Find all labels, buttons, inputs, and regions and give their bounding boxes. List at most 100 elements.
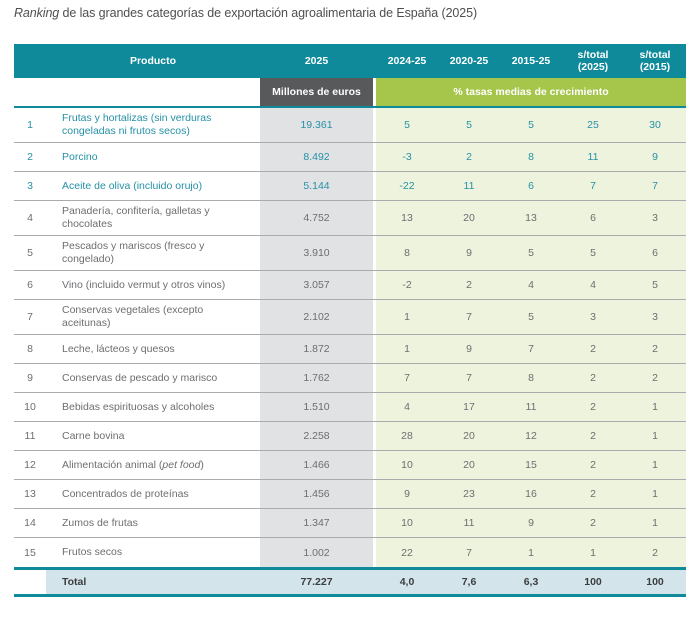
column-gap: [373, 393, 376, 421]
row-product: Aceite de oliva (incluido orujo): [62, 179, 203, 192]
row-rank: 7: [27, 311, 33, 323]
total-rate: 4,0: [376, 570, 438, 594]
total-rate: 6,3: [500, 570, 562, 594]
row-value: 1.002: [260, 538, 373, 567]
row-value: 1.347: [260, 509, 373, 537]
row-rate: 25: [562, 108, 624, 142]
row-value: 2.102: [260, 300, 373, 334]
row-rate: 13: [500, 201, 562, 235]
row-rate: 2: [562, 364, 624, 392]
column-header-producto: Producto: [129, 55, 177, 67]
total-rate: 100: [624, 570, 686, 594]
table-row: 15 Frutos secos 1.002 22 7 1 1 2: [14, 538, 686, 567]
subheader-tasas-crecimiento: % tasas medias de crecimiento: [376, 78, 686, 106]
row-rank: 5: [27, 247, 33, 259]
row-rate: 2: [562, 335, 624, 363]
column-gap: [373, 108, 376, 142]
row-value: 8.492: [260, 143, 373, 171]
total-rate: 100: [562, 570, 624, 594]
subheader-spacer: [14, 78, 260, 106]
table-row: 1 Frutas y hortalizas (sin verduras cong…: [14, 108, 686, 143]
row-rate: 13: [376, 201, 438, 235]
row-rank: 4: [27, 212, 33, 224]
row-rate: 20: [438, 201, 500, 235]
table-row: 13 Concentrados de proteínas 1.456 9 23 …: [14, 480, 686, 509]
row-rate: 4: [562, 271, 624, 299]
row-rate: 7: [376, 364, 438, 392]
row-rate: 5: [438, 108, 500, 142]
row-rate: 9: [438, 335, 500, 363]
row-rate: 3: [624, 201, 686, 235]
row-rank: 15: [24, 546, 36, 559]
row-rate: 5: [624, 271, 686, 299]
row-product: Concentrados de proteínas: [62, 487, 189, 500]
row-rate: 11: [438, 172, 500, 200]
table-row: 3 Aceite de oliva (incluido orujo) 5.144…: [14, 172, 686, 201]
row-rate: 2: [624, 538, 686, 567]
row-rate: -2: [376, 271, 438, 299]
row-rate: 17: [438, 393, 500, 421]
row-product: Vino (incluido vermut y otros vinos): [62, 278, 226, 291]
header-rank-spacer: [14, 44, 46, 78]
table-row: 9 Conservas de pescado y marisco 1.762 7…: [14, 364, 686, 393]
row-rate: 1: [624, 393, 686, 421]
row-product: Conservas vegetales (excepto aceitunas): [62, 304, 204, 329]
row-rate: 11: [438, 509, 500, 537]
row-rate: 5: [500, 108, 562, 142]
row-value: 3.910: [260, 236, 373, 270]
row-rate: 1: [500, 538, 562, 567]
column-gap: [373, 236, 376, 270]
row-product: Porcino: [62, 150, 98, 163]
row-rate: 10: [376, 509, 438, 537]
column-gap: [373, 201, 376, 235]
table-row: 12 Alimentación animal (pet food) 1.466 …: [14, 451, 686, 480]
table-row: 6 Vino (incluido vermut y otros vinos) 3…: [14, 271, 686, 300]
row-rate: 2: [562, 393, 624, 421]
column-header-2025: 2025: [304, 55, 329, 67]
total-rate: 7,6: [438, 570, 500, 594]
column-gap: [373, 271, 376, 299]
row-rate: 12: [500, 422, 562, 450]
row-rate: 6: [562, 201, 624, 235]
row-value: 19.361: [260, 108, 373, 142]
row-rate: 2: [562, 451, 624, 479]
row-rate: 7: [562, 172, 624, 200]
table-row: 2 Porcino 8.492 -3 2 8 11 9: [14, 143, 686, 172]
row-rate: 3: [624, 300, 686, 334]
row-rate: 2: [438, 271, 500, 299]
row-rate: 5: [500, 300, 562, 334]
column-gap: [373, 509, 376, 537]
column-gap: [373, 143, 376, 171]
row-rank: 9: [27, 372, 33, 384]
row-rate: 15: [500, 451, 562, 479]
table-row: 10 Bebidas espirituosas y alcoholes 1.51…: [14, 393, 686, 422]
row-value: 1.872: [260, 335, 373, 363]
column-header-stotal-2025: s/total (2025): [577, 49, 609, 73]
column-gap: [373, 570, 376, 594]
row-rate: 2: [624, 364, 686, 392]
row-rate: 6: [624, 236, 686, 270]
column-gap: [373, 300, 376, 334]
total-label: Total: [46, 570, 260, 594]
column-gap: [373, 422, 376, 450]
row-rate: 8: [376, 236, 438, 270]
column-gap: [373, 78, 376, 106]
row-value: 4.752: [260, 201, 373, 235]
row-rate: 1: [624, 422, 686, 450]
table-row: 14 Zumos de frutas 1.347 10 11 9 2 1: [14, 509, 686, 538]
column-header-2020-25: 2020-25: [449, 55, 489, 67]
row-value: 1.456: [260, 480, 373, 508]
table-row: 7 Conservas vegetales (excepto aceitunas…: [14, 300, 686, 335]
total-row: Total 77.227 4,0 7,6 6,3 100 100: [14, 567, 686, 597]
row-product: Leche, lácteos y quesos: [62, 342, 175, 355]
row-product: Carne bovina: [62, 429, 125, 442]
row-rank: 10: [24, 401, 36, 413]
column-header-2015-25: 2015-25: [511, 55, 551, 67]
report-page: Ranking de las grandes categorías de exp…: [0, 6, 700, 597]
row-rate: 9: [624, 143, 686, 171]
total-rank-spacer: [14, 570, 46, 594]
row-rank: 14: [24, 517, 36, 529]
row-rate: 7: [500, 335, 562, 363]
row-rate: 10: [376, 451, 438, 479]
row-rate: 16: [500, 480, 562, 508]
